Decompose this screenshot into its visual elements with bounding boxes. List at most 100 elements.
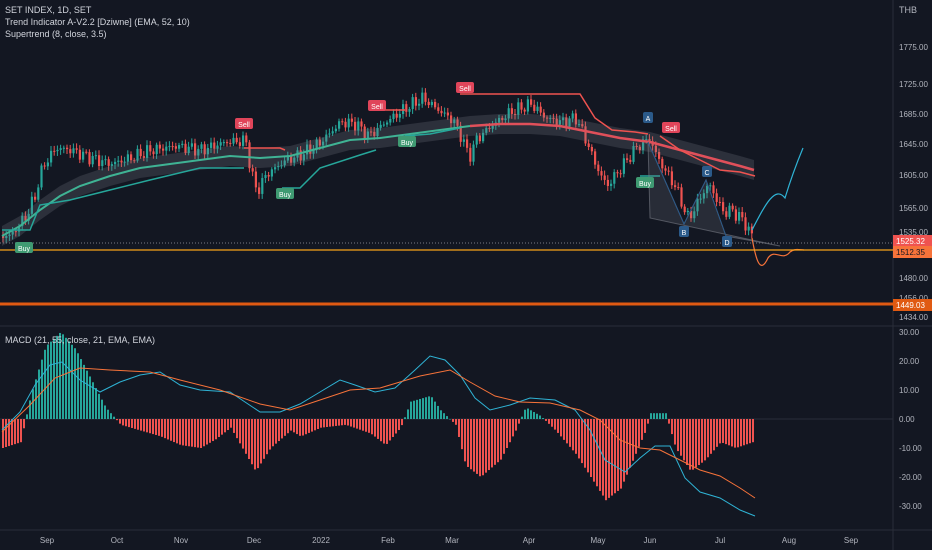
candle-body	[139, 148, 142, 157]
candle-body	[616, 172, 619, 174]
candle-body	[165, 146, 168, 151]
macd-histogram-bar	[293, 419, 295, 433]
candle-body	[402, 104, 405, 114]
candle-body	[658, 152, 661, 159]
macd-histogram-bar	[176, 419, 178, 444]
candle-body	[555, 118, 558, 125]
candle-body	[408, 108, 411, 112]
candle-body	[34, 196, 37, 200]
candle-body	[242, 135, 245, 146]
candle-body	[158, 144, 161, 149]
pattern-point-label: A	[646, 116, 651, 123]
macd-histogram-bar	[11, 419, 13, 446]
candle-body	[715, 193, 718, 202]
candle-body	[5, 236, 8, 239]
indicator-supertrend-title[interactable]: Supertrend (8, close, 3.5)	[5, 29, 107, 39]
candle-body	[542, 112, 545, 118]
candle-body	[613, 172, 616, 184]
macd-histogram-bar	[548, 419, 550, 424]
macd-histogram-bar	[509, 419, 511, 443]
candle-body	[734, 209, 737, 221]
candle-body	[712, 185, 715, 194]
signal-sell-label: Sell	[665, 126, 677, 133]
trend-line-bull	[1, 125, 471, 237]
macd-histogram-bar	[50, 341, 52, 419]
macd-histogram-bar	[74, 348, 76, 419]
signal-buy-badge	[398, 136, 416, 147]
macd-histogram-bar	[704, 419, 706, 461]
macd-histogram-bar	[95, 388, 97, 419]
macd-histogram-bar	[500, 419, 502, 460]
pattern-point-label: B	[682, 230, 687, 237]
candle-body	[642, 139, 645, 151]
candle-body	[315, 139, 318, 149]
macd-histogram-bar	[476, 419, 478, 474]
supertrend-line	[244, 147, 286, 151]
candle-body	[274, 167, 277, 170]
candle-body	[203, 144, 206, 155]
macd-histogram-bar	[431, 397, 433, 419]
macd-histogram-bar	[731, 419, 733, 447]
candle-body	[72, 148, 75, 154]
candle-body	[133, 160, 136, 162]
signal-sell-badge	[456, 82, 474, 93]
macd-histogram-bar	[110, 413, 112, 419]
candle-body	[363, 126, 366, 139]
last-price-tag: 1525.32	[896, 237, 925, 246]
candle-body	[235, 137, 238, 143]
last-price-tag-bg	[893, 235, 932, 247]
macd-histogram-bar	[653, 413, 655, 419]
macd-title[interactable]: MACD (21, 55, close, 21, EMA, EMA)	[5, 335, 156, 345]
macd-histogram-bar	[305, 419, 307, 435]
candle-body	[581, 124, 584, 127]
candle-body	[306, 144, 309, 155]
macd-histogram-bar	[647, 419, 649, 424]
candle-body	[130, 154, 133, 161]
time-axis-label: Mar	[445, 536, 459, 545]
macd-histogram-bar	[458, 419, 460, 437]
macd-histogram-bar	[230, 419, 232, 428]
price-axis-tick: 1535.00	[899, 228, 928, 237]
indicator-trend-title[interactable]: Trend Indicator A-V2.2 [Dziwne] (EMA, 52…	[5, 17, 190, 27]
macd-histogram-bar	[164, 419, 166, 439]
macd-histogram-bar	[128, 419, 130, 428]
candle-body	[421, 92, 424, 104]
macd-histogram-bar	[122, 419, 124, 426]
candle-body	[219, 142, 222, 146]
candle-body	[18, 226, 21, 232]
macd-histogram-bar	[425, 397, 427, 419]
macd-histogram-bar	[320, 419, 322, 428]
time-axis-label: Aug	[782, 536, 796, 545]
macd-histogram-bar	[674, 419, 676, 445]
macd-histogram-bar	[68, 341, 70, 419]
candle-body	[206, 147, 209, 155]
macd-histogram-bar	[359, 419, 361, 430]
candle-body	[251, 168, 254, 172]
signal-sell-badge	[368, 100, 386, 111]
macd-histogram-bar	[353, 419, 355, 428]
candle-body	[696, 198, 699, 212]
candle-body	[728, 205, 731, 217]
pattern-point-badge	[643, 112, 653, 123]
macd-histogram-bar	[26, 414, 28, 419]
candle-body	[232, 137, 235, 144]
candle-body	[453, 119, 456, 124]
time-axis-label: Sep	[40, 536, 55, 545]
candle-body	[341, 121, 344, 123]
candle-body	[344, 121, 347, 128]
candle-body	[325, 134, 328, 142]
candle-body	[606, 179, 609, 186]
pattern-point-label: D	[724, 240, 729, 247]
price-axis-tick: 1434.00	[899, 313, 928, 322]
candle-body	[501, 117, 504, 121]
time-axis-label: 2022	[312, 536, 330, 545]
macd-histogram-bar	[242, 419, 244, 449]
macd-histogram-bar	[200, 419, 202, 448]
macd-histogram-bar	[92, 382, 94, 419]
macd-histogram-bar	[335, 419, 337, 426]
macd-histogram-bar	[614, 419, 616, 494]
candle-body	[674, 185, 677, 188]
macd-histogram-bar	[38, 369, 40, 419]
candle-body	[725, 211, 728, 217]
